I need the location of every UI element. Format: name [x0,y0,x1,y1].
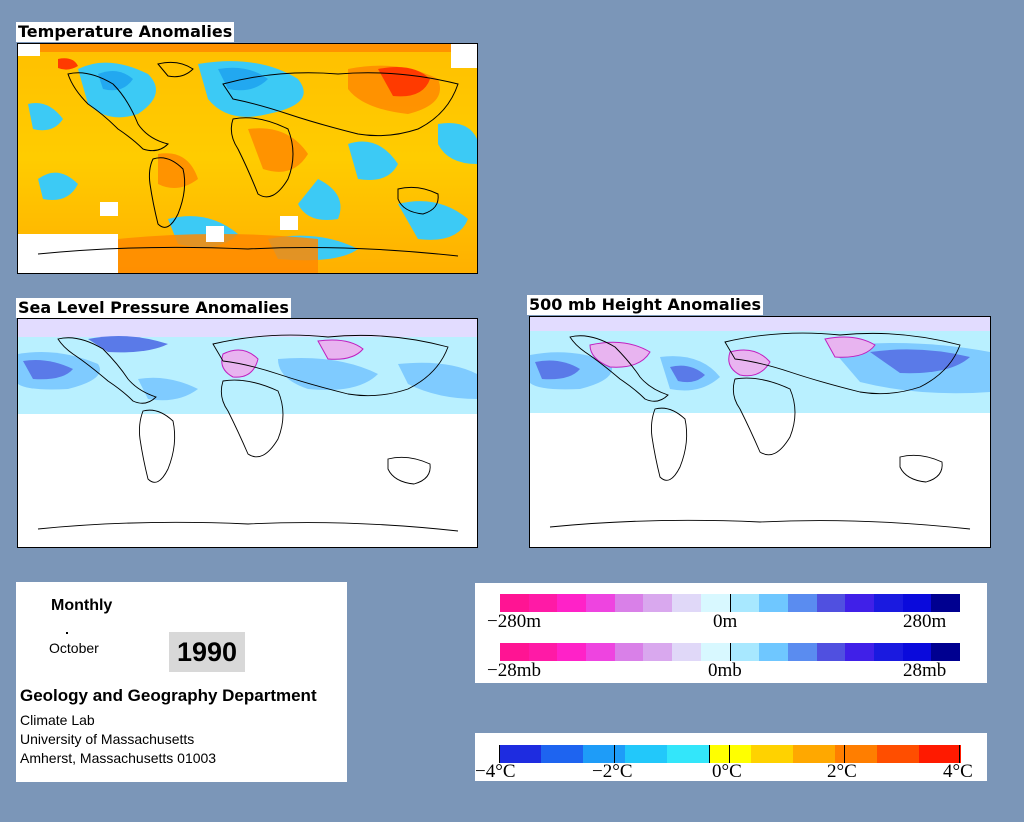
year-label: 1990 [169,632,245,672]
period-label: Monthly [51,597,113,614]
tick-mark [729,745,730,763]
color-swatch [816,594,846,612]
height-scale-mid: 0m [713,611,738,632]
color-swatch [729,594,760,612]
color-swatch [540,745,583,763]
color-swatch [557,643,587,661]
height-scale-min: −280m [487,611,541,632]
pressure-scale-max: 28mb [903,660,947,681]
color-swatch [500,643,529,661]
temperature-anomaly-map [17,43,478,274]
500mb-height-anomaly-map [529,316,991,548]
info-box: Monthly October 1990 Geology and Geograp… [16,582,347,782]
color-swatch [835,745,878,763]
color-swatch [700,643,730,661]
color-swatch [873,643,903,661]
color-swatch [729,643,760,661]
color-swatch [845,643,874,661]
color-swatch [672,643,701,661]
temp-label-plus4: 4°C [943,761,973,782]
color-swatch [624,745,667,763]
color-swatch [528,594,558,612]
temperature-ticks [499,745,961,763]
color-swatch [919,745,961,763]
temperature-legend: −4°C −2°C 0°C 2°C 4°C [475,733,987,782]
tick-mark [959,745,960,763]
color-swatch [672,594,701,612]
color-swatch [902,594,932,612]
color-swatch [793,745,836,763]
color-swatch [787,594,817,612]
color-swatch [528,643,558,661]
address-block: Climate Lab University of Massachusetts … [20,711,216,768]
color-swatch [845,594,874,612]
anomaly-legend: −280m 0m 280m −28mb 0mb 28mb [475,583,987,683]
color-swatch [877,745,920,763]
temp-label-zero: 0°C [712,761,742,782]
color-swatch [931,643,960,661]
height-color-bar [500,594,960,612]
color-swatch [931,594,960,612]
color-swatch [816,643,846,661]
temp-label-minus2: −2°C [592,761,633,782]
tick-mark [614,745,615,763]
address-line: Climate Lab [20,712,95,728]
slp-panel-title: Sea Level Pressure Anomalies [16,298,291,318]
color-swatch [643,594,673,612]
color-swatch [614,643,644,661]
tick-mark [499,745,500,763]
color-swatch [586,594,615,612]
color-swatch [500,594,529,612]
color-swatch [586,643,615,661]
month-label: October [49,640,99,656]
address-line: Amherst, Massachusetts 01003 [20,750,217,766]
pressure-scale-min: −28mb [487,660,541,681]
color-swatch [759,594,788,612]
color-swatch [902,643,932,661]
color-swatch [873,594,903,612]
pressure-scale-mid: 0mb [708,660,742,681]
height500-panel-title: 500 mb Height Anomalies [527,295,764,315]
color-swatch [759,643,788,661]
color-swatch [643,643,673,661]
color-swatch [787,643,817,661]
temperature-color-bar [499,745,961,763]
color-swatch [557,594,587,612]
sea-level-pressure-anomaly-map [17,318,478,548]
height-scale-max: 280m [903,611,947,632]
color-swatch [700,594,730,612]
color-swatch [499,745,541,763]
address-line: University of Massachusetts [20,731,195,747]
pressure-color-bar [500,643,960,661]
dot-marker [66,632,68,634]
color-swatch [751,745,794,763]
department-name: Geology and Geography Department [20,686,317,705]
color-swatch [666,745,709,763]
temp-label-minus4: −4°C [475,761,516,782]
tick-mark [844,745,845,763]
temperature-panel-title: Temperature Anomalies [16,22,235,42]
temp-label-plus2: 2°C [827,761,857,782]
color-swatch [614,594,644,612]
